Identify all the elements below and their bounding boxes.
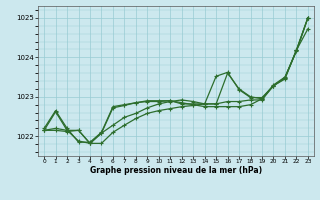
X-axis label: Graphe pression niveau de la mer (hPa): Graphe pression niveau de la mer (hPa) [90, 166, 262, 175]
